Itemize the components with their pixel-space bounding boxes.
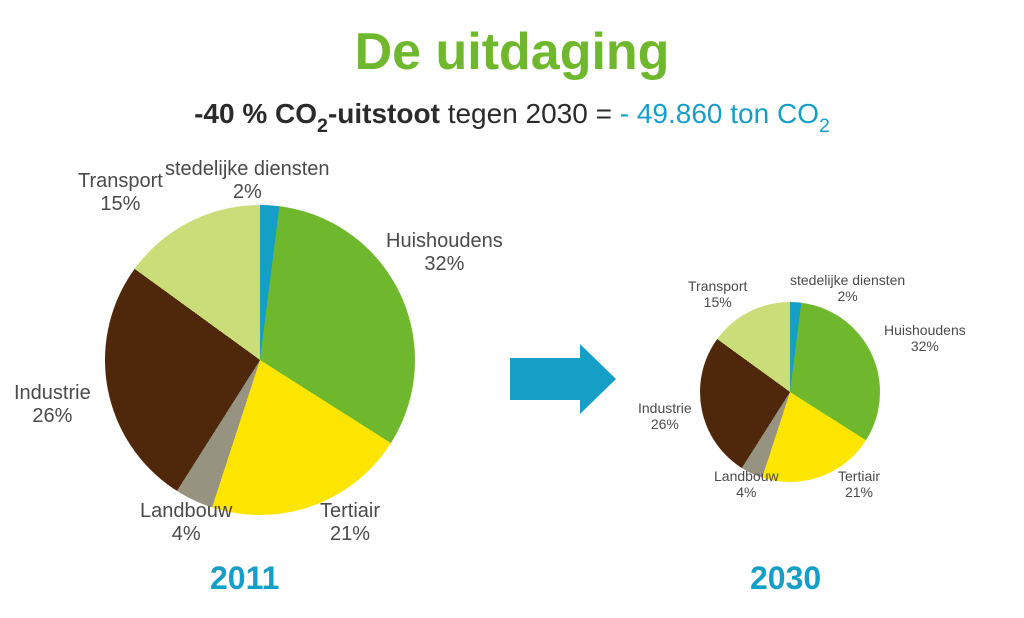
slice-label: Landbouw4%: [714, 468, 779, 500]
slice-label: Industrie26%: [14, 382, 91, 428]
pie-chart-left: [105, 205, 415, 515]
slice-label: stedelijke diensten2%: [790, 272, 905, 304]
slice-label: Transport15%: [78, 170, 163, 216]
slice-label: Tertiair21%: [838, 468, 880, 500]
slice-label: Transport15%: [688, 278, 747, 310]
year-label-right: 2030: [750, 560, 821, 597]
slice-label: Industrie26%: [638, 400, 692, 432]
slice-label: Landbouw4%: [140, 500, 232, 546]
content-area: Transport15%stedelijke diensten2%Huishou…: [0, 0, 1024, 618]
pie-chart-right: [700, 302, 880, 482]
slice-label: Huishoudens32%: [386, 230, 503, 276]
year-label-left: 2011: [210, 560, 279, 597]
slice-label: Huishoudens32%: [884, 322, 966, 354]
slice-label: stedelijke diensten2%: [165, 158, 330, 204]
slice-label: Tertiair21%: [320, 500, 380, 546]
arrow-icon: [510, 344, 616, 414]
